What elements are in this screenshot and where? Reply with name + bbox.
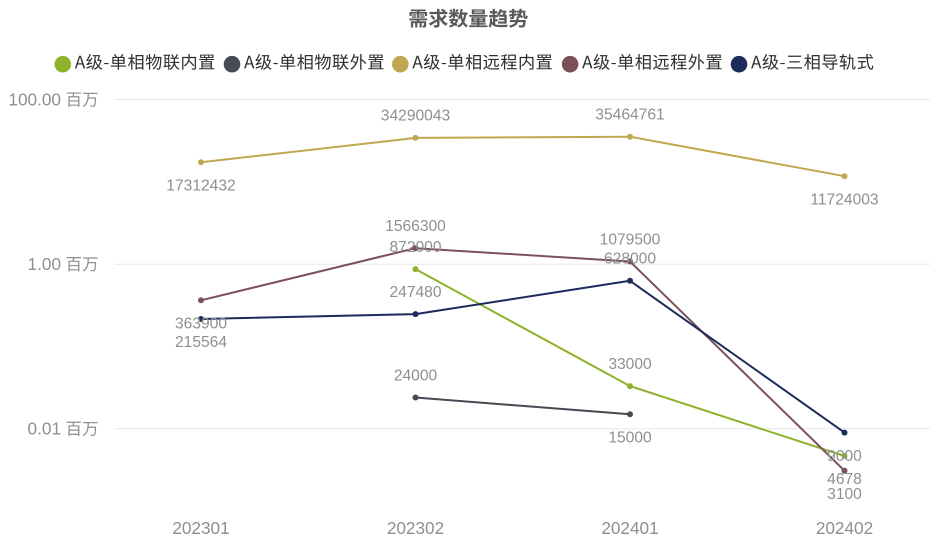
svg-text:4678: 4678 — [827, 471, 862, 488]
svg-text:1.00: 1.00 — [28, 254, 61, 274]
svg-text:202302: 202302 — [387, 518, 444, 538]
svg-text:628000: 628000 — [604, 251, 656, 268]
svg-text:33000: 33000 — [608, 356, 652, 373]
svg-text:9000: 9000 — [827, 448, 862, 465]
svg-text:215564: 215564 — [175, 334, 227, 351]
svg-text:0.01: 0.01 — [28, 419, 61, 439]
svg-text:15000: 15000 — [608, 430, 652, 447]
svg-text:35464761: 35464761 — [595, 107, 664, 124]
svg-text:24000: 24000 — [394, 367, 438, 384]
svg-text:1566300: 1566300 — [385, 218, 446, 235]
svg-text:202402: 202402 — [816, 518, 873, 538]
svg-text:17312432: 17312432 — [166, 178, 235, 195]
svg-text:34290043: 34290043 — [381, 108, 450, 125]
svg-text:247480: 247480 — [389, 284, 441, 301]
svg-text:363900: 363900 — [175, 316, 227, 333]
svg-text:100.00: 100.00 — [8, 90, 61, 110]
svg-text:872000: 872000 — [389, 239, 441, 256]
svg-text:1079500: 1079500 — [600, 231, 661, 248]
svg-text:202301: 202301 — [172, 518, 229, 538]
svg-text:11724003: 11724003 — [810, 191, 878, 208]
svg-text:202401: 202401 — [601, 518, 658, 538]
svg-text:3100: 3100 — [827, 486, 862, 503]
